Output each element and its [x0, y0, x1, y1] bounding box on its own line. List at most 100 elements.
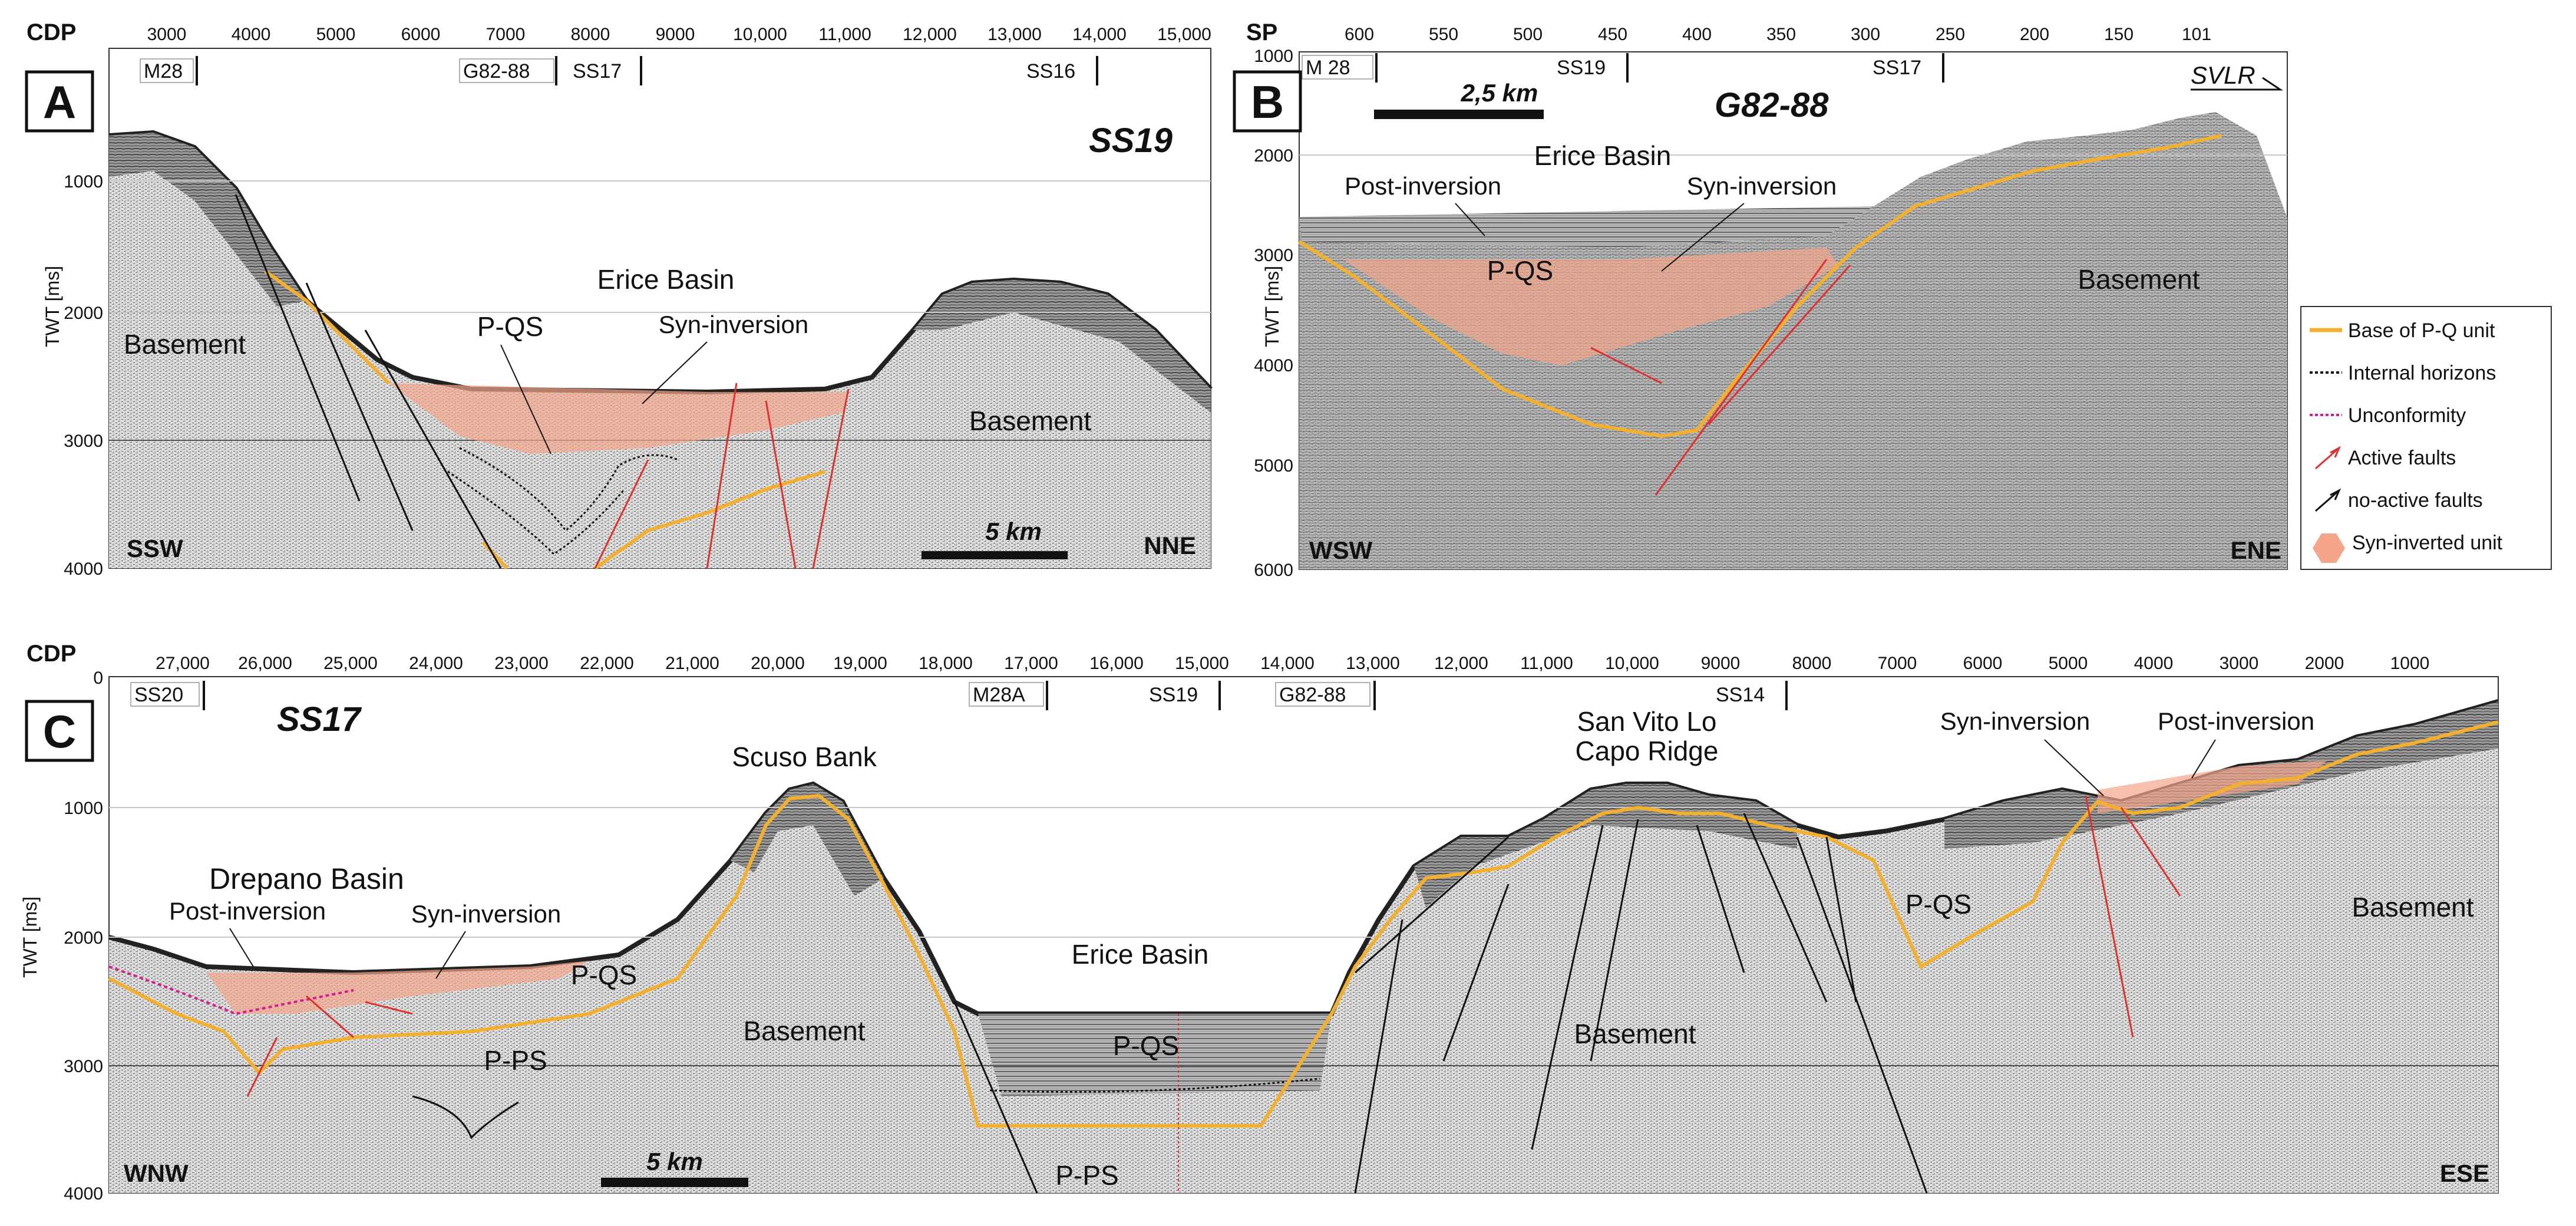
panel-c-post-left-leader	[229, 928, 254, 967]
panel-a-y-axis-label: TWT [ms]	[42, 266, 63, 347]
panel-c-wells: SS20 M28A SS19 G82-88 SS14	[130, 681, 1788, 710]
panel-c-post-left-label: Post-inversion	[169, 897, 326, 925]
panel-a-top-ticks: 3000 4000 5000 6000 7000 8000 9000 10,00…	[147, 25, 1211, 44]
panel-a-well-label: M28	[144, 60, 183, 83]
panel-c-y-tick: 0	[93, 668, 103, 688]
panel-a-title: SS19	[1089, 121, 1173, 160]
panel-c-top-tick: 6000	[1963, 654, 2003, 673]
panel-c-cdp-label: CDP	[27, 641, 76, 667]
panel-b-syn-leader	[1661, 203, 1745, 272]
panel-a-cdp-label: CDP	[27, 19, 76, 45]
panel-c-left-direction: WNW	[124, 1159, 189, 1187]
panel-a-syn-label: Syn-inversion	[659, 311, 808, 338]
panel-a-internal-horizon	[447, 470, 626, 555]
panel-c-letter: C	[43, 706, 76, 757]
panel-b-post-label: Post-inversion	[1345, 172, 1501, 200]
panel-c-syn-left-label: Syn-inversion	[411, 900, 561, 928]
panel-b-wells: M 28 SS19 SS17	[1302, 53, 1944, 83]
panel-a-inactive-fault	[305, 282, 414, 531]
panel-c-post-right-leader	[2191, 739, 2216, 779]
panel-a-top-tick: 13,000	[988, 25, 1042, 44]
panel-c-scuso-texture	[731, 784, 884, 896]
panel-b-scale-label: 2,5 km	[1461, 79, 1538, 107]
panel-b-letter-box	[1233, 70, 1302, 133]
panel-c-top-tick: 10,000	[1605, 654, 1659, 673]
panel-a-top-tick: 11,000	[818, 25, 871, 44]
panel-c-scale-label: 5 km	[646, 1148, 703, 1175]
panel-a-wells: M28 G82-88 SS17 SS16	[140, 56, 1098, 85]
panel-a-top-tick: 15,000	[1157, 25, 1211, 44]
panel-a-top-tick: 4000	[232, 25, 271, 44]
panel-a-basin-label: Erice Basin	[597, 264, 735, 295]
panel-c-well-box	[969, 682, 1044, 707]
panel-a-y-tick: 4000	[64, 559, 103, 579]
panel-c-erice-strata	[978, 1014, 1332, 1096]
panel-a-basement-left: Basement	[124, 329, 246, 360]
panel-c-scale-bar	[601, 1178, 748, 1187]
panel-c-drepano-label: Drepano Basin	[209, 862, 404, 895]
panel-c-scuso-label: Scuso Bank	[732, 741, 877, 772]
panel-a-internal-horizon	[459, 447, 678, 532]
panel-a-top-tick: 3000	[147, 25, 187, 44]
panel-b-top-tick: 350	[1766, 25, 1796, 44]
panel-a-well-box	[459, 58, 554, 83]
panel-c-top-tick: 18,000	[919, 654, 973, 673]
legend-item-base-pq: Base of P-Q unit	[2310, 319, 2495, 342]
panel-c: CDP 27,000 26,000 25,000 24,000 23,000 2…	[19, 641, 2499, 1204]
panel-b-post-inversion-strata	[1299, 206, 1874, 248]
panel-a-well-label: SS17	[573, 60, 622, 83]
panel-a-pqs-label: P-QS	[477, 311, 543, 342]
panel-a-top-tick: 6000	[401, 25, 441, 44]
panel-a-syn-leader	[642, 341, 708, 404]
panel-c-syn-right-leader	[2044, 739, 2104, 796]
panel-c-pqs-mid-label: P-QS	[1113, 1030, 1179, 1061]
panel-c-y-tick: 3000	[64, 1057, 103, 1076]
panel-c-top-tick: 9000	[1701, 654, 1741, 673]
panel-c-basement-left-label: Basement	[743, 1016, 865, 1046]
panel-a-top-tick: 10,000	[733, 25, 787, 44]
panel-c-top-tick: 24,000	[409, 654, 463, 673]
panel-b-top-tick: 150	[2104, 25, 2134, 44]
panel-c-well-label: SS20	[134, 684, 183, 706]
legend-label: Syn-inverted unit	[2352, 532, 2503, 554]
panel-b-top-tick: 300	[1851, 25, 1880, 44]
panel-c-syn-left-leader	[435, 931, 466, 979]
panel-a-top-tick: 14,000	[1072, 25, 1127, 44]
panel-c-seismic-body	[109, 701, 2498, 1193]
panel-b: SP 600 550 500 450 400 350 300 250 200 1…	[1233, 19, 2288, 580]
panel-c-top-tick: 21,000	[665, 654, 719, 673]
panel-c-post-right-label: Post-inversion	[2158, 707, 2314, 735]
panel-c-top-tick: 16,000	[1089, 654, 1144, 673]
panel-b-well-box	[1302, 55, 1373, 80]
panel-b-top-tick: 250	[1936, 25, 1965, 44]
panel-c-well-label: SS19	[1149, 684, 1198, 706]
panel-a-base-pq	[264, 269, 825, 570]
panel-c-top-tick: 26,000	[238, 654, 292, 673]
panel-c-top-tick: 5000	[2049, 654, 2088, 673]
legend-box	[2300, 306, 2552, 570]
panel-a-top-tick: 12,000	[903, 25, 957, 44]
panel-b-syn-inverted-unit	[1343, 248, 1838, 365]
panel-b-syn-label: Syn-inversion	[1687, 172, 1837, 200]
panel-b-top-tick: 101	[2182, 25, 2211, 44]
panel-a-inactive-fault	[235, 194, 361, 502]
panel-c-pps-mid-label: P-PS	[1055, 1160, 1118, 1191]
panel-a-top-tick: 5000	[316, 25, 356, 44]
panel-c-top-tick: 15,000	[1175, 654, 1229, 673]
panel-c-syn-inverted-east	[2098, 760, 2327, 813]
panel-a-active-fault	[594, 383, 850, 569]
panel-c-well-label: M28A	[973, 684, 1025, 706]
panel-a-top-tick: 9000	[656, 25, 695, 44]
legend-item-inactive-faults: no-active faults	[2315, 488, 2483, 512]
panel-a-well-box	[140, 58, 194, 83]
panel-b-post-leader	[1455, 203, 1485, 236]
panel-a-left-slope-texture	[109, 133, 306, 306]
legend-item-active-faults: Active faults	[2315, 446, 2456, 470]
panel-b-y-tick: 5000	[1254, 456, 1293, 476]
legend-label: Base of P-Q unit	[2348, 319, 2495, 342]
panel-c-y-axis-label: TWT [ms]	[19, 897, 41, 978]
panel-a-basement-right: Basement	[969, 406, 1091, 436]
panel-c-top-tick: 11,000	[1520, 654, 1573, 673]
legend-label: Internal horizons	[2348, 362, 2496, 384]
panel-a: CDP 3000 4000 5000 6000 7000 8000 9000 1…	[25, 19, 1213, 579]
